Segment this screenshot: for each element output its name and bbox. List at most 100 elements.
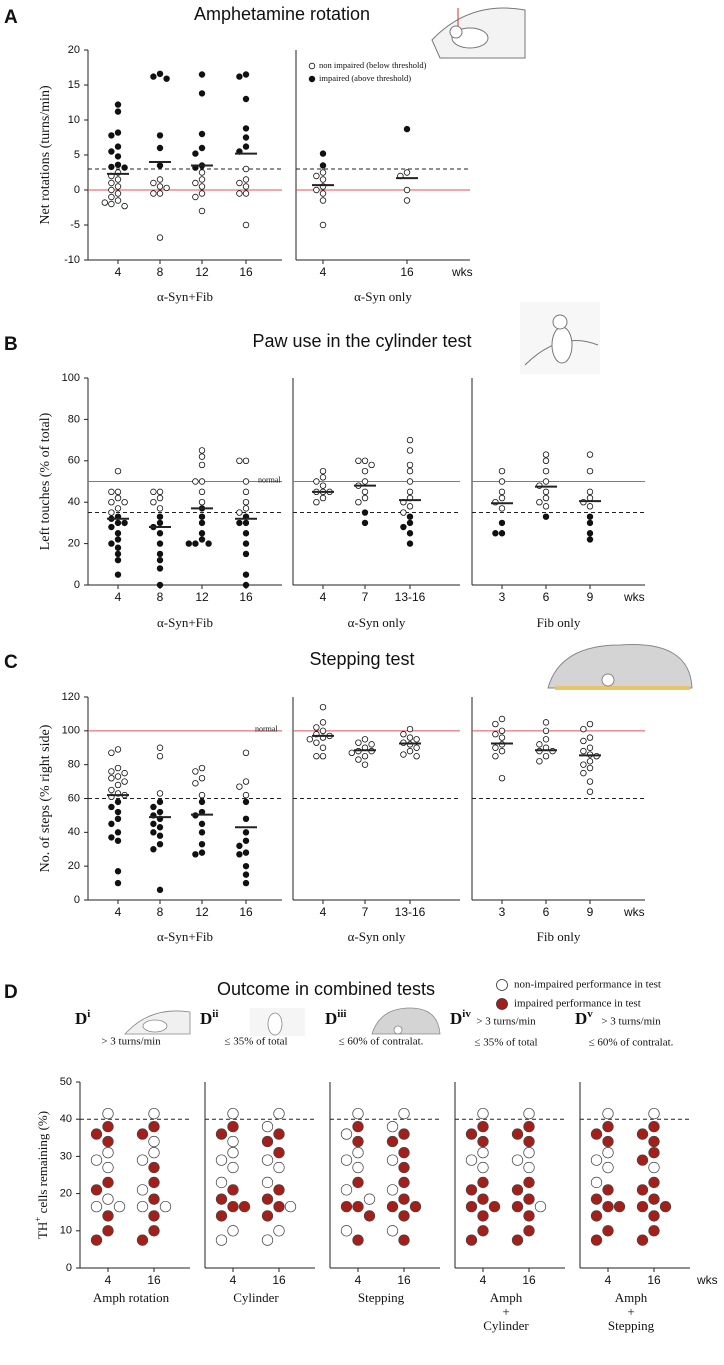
impaired-point xyxy=(242,581,250,589)
impaired-point xyxy=(523,1120,535,1133)
non-impaired-point xyxy=(113,1200,126,1213)
impaired-point xyxy=(156,798,164,806)
non-impaired-point xyxy=(242,749,250,757)
impaired-point xyxy=(465,1184,478,1196)
non-impaired-point xyxy=(542,478,550,485)
non-impaired-point xyxy=(114,494,122,502)
non-impaired-point xyxy=(313,172,320,180)
non-impaired-point xyxy=(114,764,122,772)
non-impaired-point xyxy=(236,509,243,516)
non-impaired-point xyxy=(498,505,506,512)
non-impaired-point xyxy=(536,741,543,748)
impaired-point xyxy=(215,1193,228,1205)
non-impaired-point xyxy=(586,744,594,751)
non-impaired-point xyxy=(406,488,414,496)
group-label: α-Syn+Fib xyxy=(157,289,213,304)
y-tick-label: 10 xyxy=(60,1225,72,1237)
x-tick-label: 16 xyxy=(272,1273,286,1287)
group-label: α-Syn+Fib xyxy=(157,615,213,630)
impaired-point xyxy=(156,556,164,564)
non-impaired-point xyxy=(355,756,362,763)
non-impaired-point xyxy=(227,1161,239,1174)
x-tick-label: 4 xyxy=(605,1273,612,1287)
non-impaired-point xyxy=(492,753,499,760)
non-impaired-point xyxy=(242,488,250,496)
non-impaired-point xyxy=(148,1147,160,1159)
impaired-point xyxy=(108,834,115,841)
impaired-point xyxy=(586,519,594,527)
non-impaired-point xyxy=(198,499,206,506)
impaired-point xyxy=(198,519,206,527)
impaired-point xyxy=(242,540,250,547)
impaired-point xyxy=(465,1234,478,1246)
legend-label: non-impaired performance in test xyxy=(514,979,661,991)
non-impaired-point xyxy=(542,503,550,510)
impaired-point xyxy=(590,1128,603,1140)
non-impaired-point xyxy=(403,186,411,194)
impaired-point xyxy=(156,519,164,527)
impaired-point xyxy=(114,129,122,136)
non-impaired-point xyxy=(602,1107,614,1120)
non-impaired-point xyxy=(406,467,414,475)
impaired-point xyxy=(114,571,122,578)
impaired-point xyxy=(398,1193,410,1205)
non-impaired-point xyxy=(102,1107,114,1120)
y-tick-label: 100 xyxy=(62,725,80,737)
group-label: α-Syn only xyxy=(348,929,406,944)
subpanel-label-letter: D xyxy=(575,1009,587,1028)
non-impaired-point xyxy=(319,474,327,481)
non-impaired-point xyxy=(198,453,206,460)
non-impaired-point xyxy=(536,499,543,506)
icon-body xyxy=(267,1012,283,1036)
subpanel-label-letter: D xyxy=(325,1009,337,1028)
non-impaired-point xyxy=(156,190,164,197)
y-tick-label: 0 xyxy=(66,1262,72,1274)
impaired-point xyxy=(198,849,206,856)
non-impaired-point xyxy=(236,190,243,197)
non-impaired-point xyxy=(319,197,327,204)
non-impaired-point xyxy=(319,727,327,735)
non-impaired-point xyxy=(361,457,369,464)
impaired-point xyxy=(148,1161,160,1174)
reference-label: normal xyxy=(258,475,281,484)
icon-head xyxy=(449,25,463,39)
impaired-point xyxy=(114,108,122,115)
subpanel-label-sup: v xyxy=(587,1008,593,1020)
impaired-point xyxy=(242,125,250,132)
impaired-point xyxy=(636,1154,649,1166)
non-impaired-point xyxy=(352,1107,364,1120)
y-tick-label: 60 xyxy=(68,792,80,804)
x-axis-label: Amph rotation xyxy=(93,1290,170,1305)
non-impaired-point xyxy=(477,1107,489,1120)
non-impaired-point xyxy=(121,778,128,785)
subpanel-label-sup: i xyxy=(87,1008,90,1020)
non-impaired-point xyxy=(108,768,115,775)
impaired-point xyxy=(192,150,199,157)
x-unit: wks xyxy=(696,1273,718,1287)
non-impaired-point xyxy=(313,499,320,506)
non-impaired-point xyxy=(498,488,506,496)
non-impaired-point xyxy=(580,769,587,777)
non-impaired-point xyxy=(586,467,594,475)
impaired-point xyxy=(114,879,122,887)
non-impaired-point xyxy=(261,1120,274,1133)
non-impaired-point xyxy=(586,451,594,458)
non-impaired-point xyxy=(361,753,369,760)
impaired-point xyxy=(114,544,122,551)
y-tick-label: 40 xyxy=(68,826,80,838)
impaired-point xyxy=(398,1147,410,1159)
group-label: Fib only xyxy=(537,615,581,630)
impaired-point xyxy=(150,829,157,836)
non-impaired-point xyxy=(580,737,587,745)
non-impaired-point xyxy=(340,1154,353,1166)
non-impaired-point xyxy=(406,725,414,733)
non-impaired-point xyxy=(498,467,506,475)
x-tick-label: 7 xyxy=(362,590,369,604)
impaired-point xyxy=(90,1234,103,1246)
non-impaired-point xyxy=(542,457,550,464)
legend-label: impaired (above threshold) xyxy=(319,73,411,83)
x-tick-label: 16 xyxy=(397,1273,411,1287)
non-impaired-point xyxy=(348,749,355,757)
impaired-point xyxy=(488,1200,501,1213)
